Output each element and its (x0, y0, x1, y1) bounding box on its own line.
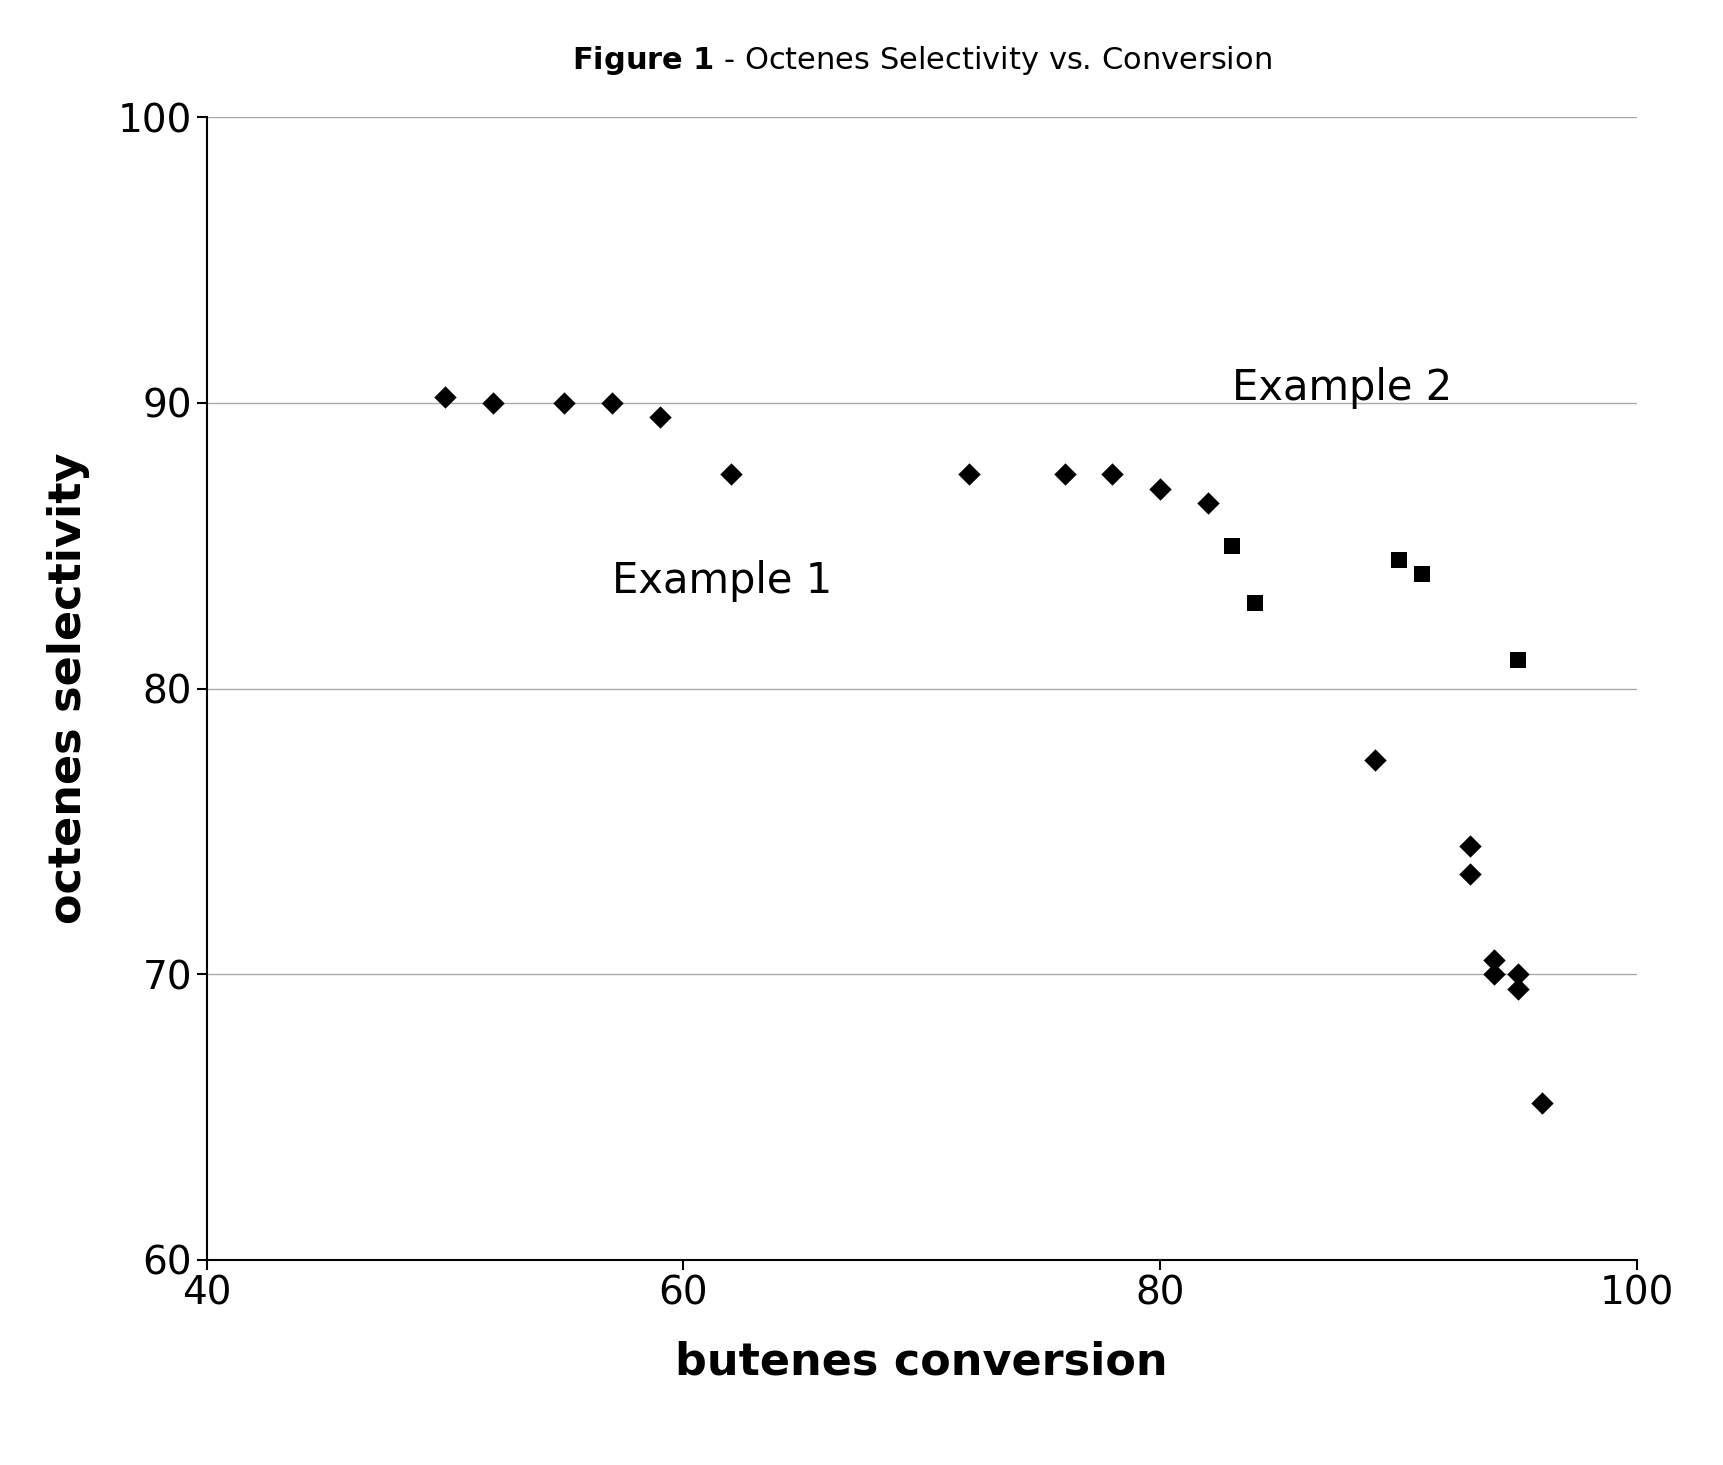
Point (1361, 749, 1389, 772)
Point (1456, 863, 1484, 886)
Title: $\mathbf{Figure\ 1}$ - Octenes Selectivity vs. Conversion: $\mathbf{Figure\ 1}$ - Octenes Selectivi… (572, 44, 1272, 76)
X-axis label: butenes conversion: butenes conversion (675, 1340, 1168, 1383)
Point (1504, 648, 1532, 671)
Point (1480, 948, 1508, 971)
Point (431, 385, 458, 409)
Point (1218, 535, 1246, 558)
Text: Example 2: Example 2 (1232, 366, 1452, 409)
Point (1504, 977, 1532, 1001)
Point (1099, 463, 1127, 486)
Point (1146, 478, 1173, 501)
Point (598, 391, 625, 415)
Point (646, 406, 674, 429)
Y-axis label: octenes selectivity: octenes selectivity (47, 453, 90, 924)
Point (956, 463, 984, 486)
Point (1408, 563, 1435, 586)
Point (1504, 963, 1532, 986)
Point (1194, 491, 1222, 514)
Point (1456, 834, 1484, 857)
Point (1051, 463, 1079, 486)
Point (551, 391, 579, 415)
Point (1528, 1091, 1556, 1115)
Point (1480, 963, 1508, 986)
Point (479, 391, 507, 415)
Point (1242, 592, 1270, 615)
Text: Example 1: Example 1 (612, 560, 832, 602)
Point (1385, 548, 1413, 571)
Point (717, 463, 744, 486)
